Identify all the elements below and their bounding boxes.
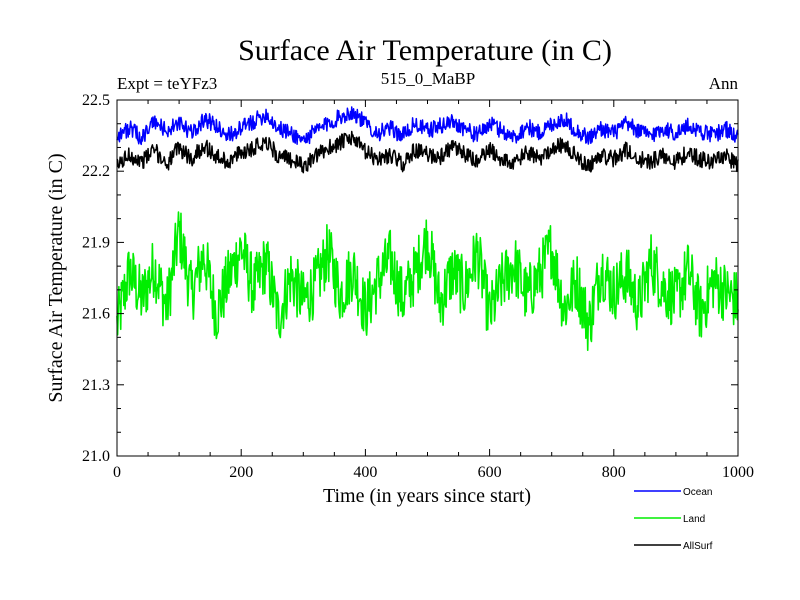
legend-label-ocean: Ocean <box>683 487 712 498</box>
y-tick-label: 21.9 <box>82 234 110 251</box>
axes-layer: 0 200 400 600 800 1000 21.0 21.3 21.6 21.9 22.2 22.… <box>82 92 754 481</box>
season-label: Ann <box>709 74 739 93</box>
y-tick-label: 22.5 <box>82 92 110 109</box>
x-tick-label: 800 <box>602 464 626 481</box>
series-line-allsurf <box>116 130 739 174</box>
x-tick-label: 0 <box>113 464 121 481</box>
series-layer <box>116 106 739 352</box>
y-tick-label: 21.0 <box>82 448 110 465</box>
y-axis-label: Surface Air Temperature (in C) <box>45 153 67 402</box>
series-line-land <box>116 211 739 352</box>
legend: Ocean Land AllSurf <box>634 487 713 552</box>
legend-label-allsurf: AllSurf <box>683 541 713 552</box>
x-tick-label: 1000 <box>722 464 754 481</box>
x-tick-label: 400 <box>353 464 377 481</box>
x-axis-label: Time (in years since start) <box>323 485 531 507</box>
x-tick-label: 600 <box>478 464 502 481</box>
y-tick-label: 21.6 <box>82 306 110 323</box>
y-tick-label: 21.3 <box>82 377 110 394</box>
chart-title: Surface Air Temperature (in C) <box>238 34 612 67</box>
x-tick-label: 200 <box>229 464 253 481</box>
series-line-ocean <box>116 106 739 146</box>
plot-frame <box>116 99 739 457</box>
time-period-label: 515_0_MaBP <box>381 69 475 88</box>
y-tick-label: 22.2 <box>82 163 110 180</box>
experiment-label: Expt = teYFz3 <box>117 74 217 93</box>
legend-label-land: Land <box>683 514 705 525</box>
